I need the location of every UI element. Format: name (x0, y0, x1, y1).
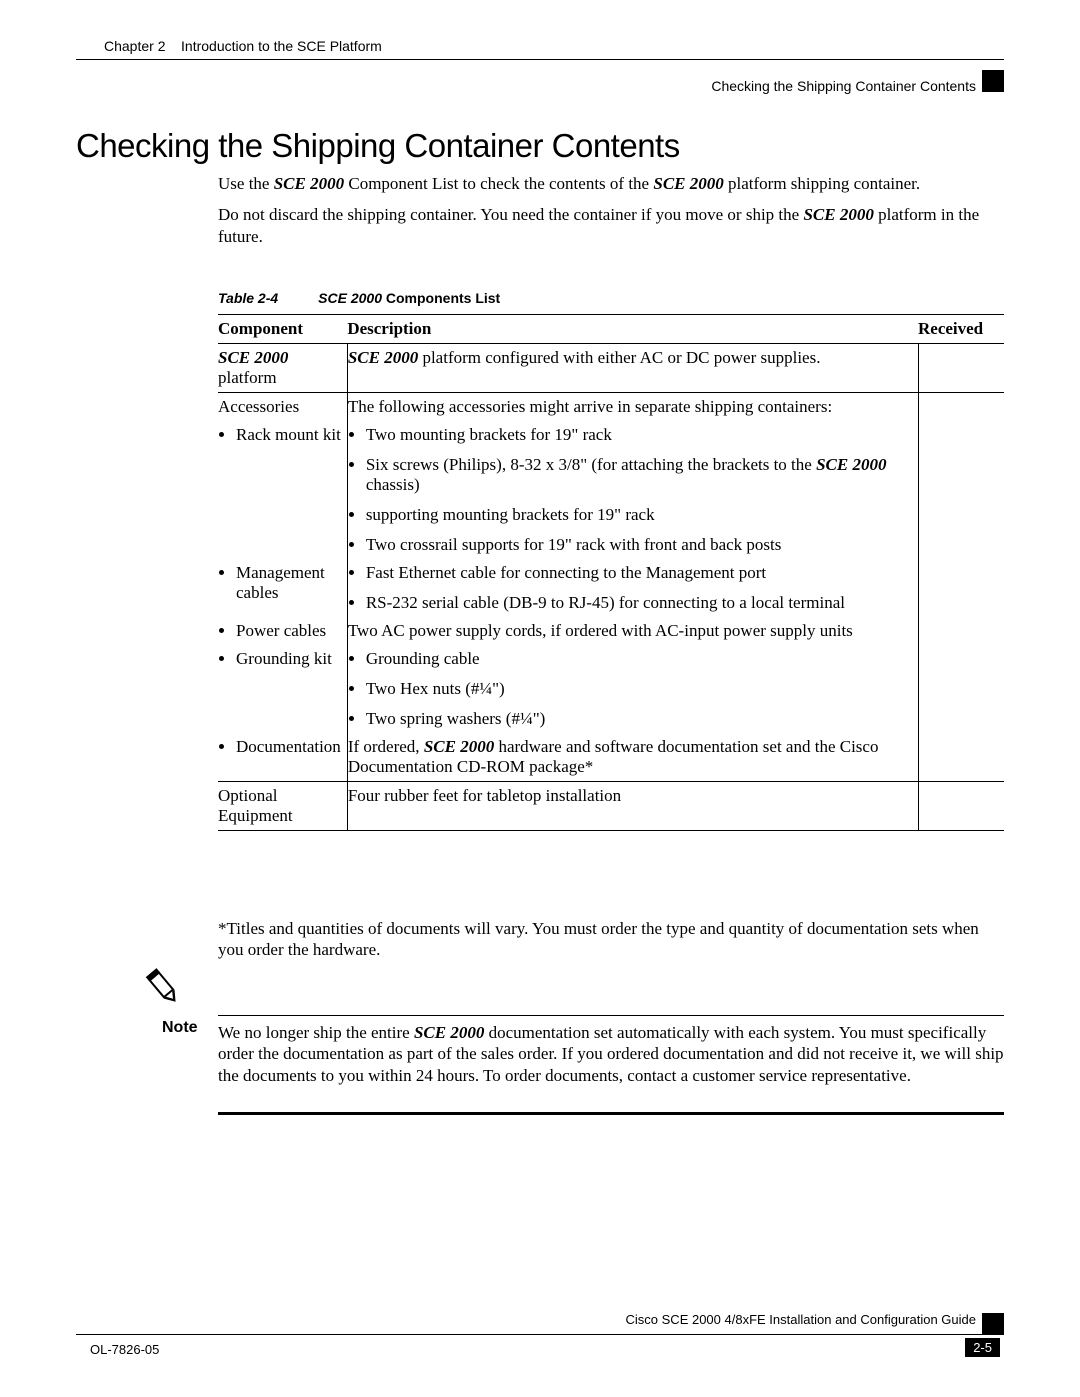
header-rule (76, 59, 1004, 60)
footer-guide-title: Cisco SCE 2000 4/8xFE Installation and C… (626, 1312, 976, 1327)
table-number: Table 2-4 (218, 290, 278, 306)
table-row: Accessories The following accessories mi… (218, 393, 1004, 422)
table-caption: Table 2-4 SCE 2000 Components List (218, 290, 500, 306)
note-rule-bottom (218, 1112, 1004, 1115)
col-received: Received (918, 315, 1004, 344)
chapter-title: Introduction to the SCE Platform (181, 38, 382, 54)
table-footnote: *Titles and quantities of documents will… (218, 918, 1004, 961)
pencil-icon (144, 968, 184, 1008)
header-marker (982, 70, 1004, 92)
table-row: Management cables Fast Ethernet cable fo… (218, 559, 1004, 617)
page-title: Checking the Shipping Container Contents (76, 127, 680, 165)
table-row: SCE 2000 platform SCE 2000 platform conf… (218, 344, 1004, 393)
components-table: Component Description Received SCE 2000 … (218, 314, 1004, 831)
table-row: Rack mount kit Two mounting brackets for… (218, 421, 1004, 559)
note-label: Note (162, 1019, 198, 1037)
table-title-post: Components List (382, 290, 500, 306)
chapter-label: Chapter 2 (104, 38, 165, 54)
intro-p2: Do not discard the shipping container. Y… (218, 204, 1004, 247)
col-description: Description (347, 315, 918, 344)
footer-page-number: 2-5 (965, 1338, 1000, 1357)
table-row: Documentation If ordered, SCE 2000 hardw… (218, 733, 1004, 782)
header-section-title: Checking the Shipping Container Contents (711, 78, 976, 94)
header-chapter: Chapter 2 Introduction to the SCE Platfo… (104, 38, 382, 54)
table-title-pre: SCE 2000 (318, 290, 382, 306)
note-body: We no longer ship the entire SCE 2000 do… (218, 1022, 1004, 1086)
footer-rule (76, 1334, 1004, 1335)
table-header-row: Component Description Received (218, 315, 1004, 344)
footer-marker (982, 1313, 1004, 1335)
footer-doc-id: OL-7826-05 (90, 1342, 159, 1357)
table-row: Optional Equipment Four rubber feet for … (218, 782, 1004, 831)
intro-p1: Use the SCE 2000 Component List to check… (218, 173, 1004, 194)
table-row: Grounding kit Grounding cable Two Hex nu… (218, 645, 1004, 733)
col-component: Component (218, 315, 347, 344)
intro-block: Use the SCE 2000 Component List to check… (218, 173, 1004, 257)
note-rule-top (218, 1015, 1004, 1016)
table-row: Power cables Two AC power supply cords, … (218, 617, 1004, 645)
